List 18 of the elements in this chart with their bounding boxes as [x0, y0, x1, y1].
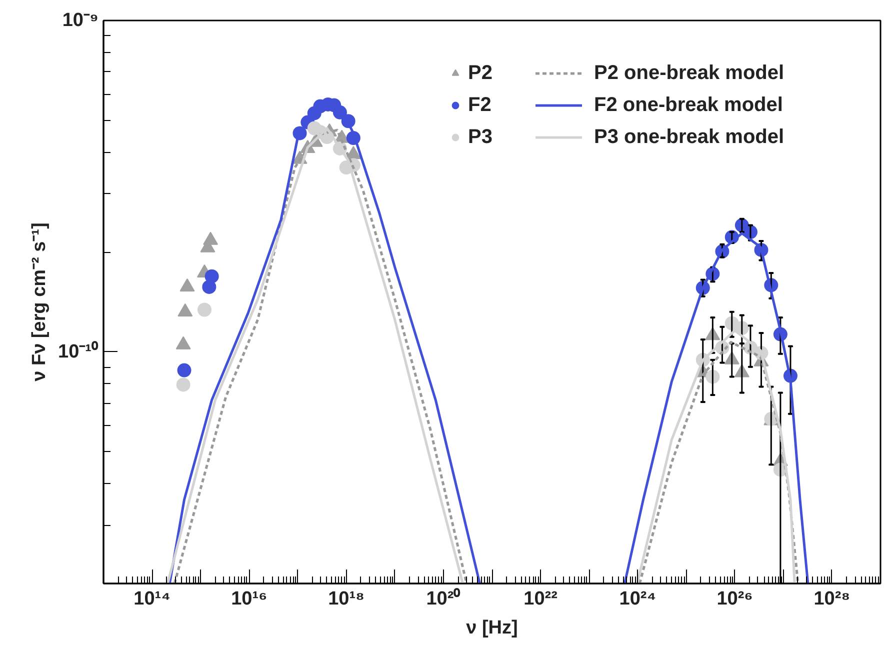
x-tick-label: 10²⁴ — [619, 588, 656, 610]
x-axis-title: ν [Hz] — [466, 618, 518, 638]
y-tick-label: 10⁻¹⁰ — [58, 340, 99, 362]
y-tick-label: 10⁻⁹ — [62, 10, 99, 31]
legend-label: P3 one-break model — [594, 125, 784, 149]
x-tick-label: 10¹⁴ — [134, 588, 170, 610]
y-axis-title: ν Fν [erg cm⁻² s⁻¹] — [29, 222, 50, 382]
x-tick-label: 10¹⁶ — [231, 588, 268, 610]
legend-label: P2 one-break model — [594, 61, 784, 85]
x-tick-label: 10¹⁸ — [328, 588, 365, 610]
legend-label: F2 one-break model — [594, 93, 783, 117]
x-tick-label: 10²⁸ — [814, 588, 850, 610]
x-tick-label: 10²² — [524, 588, 558, 610]
legend-label: P2 — [468, 61, 492, 85]
legend-label: P3 — [468, 125, 492, 149]
x-tick-label: 10²⁶ — [716, 588, 753, 610]
legend-label: F2 — [468, 93, 492, 117]
x-tick-label: 10²⁰ — [426, 588, 461, 610]
